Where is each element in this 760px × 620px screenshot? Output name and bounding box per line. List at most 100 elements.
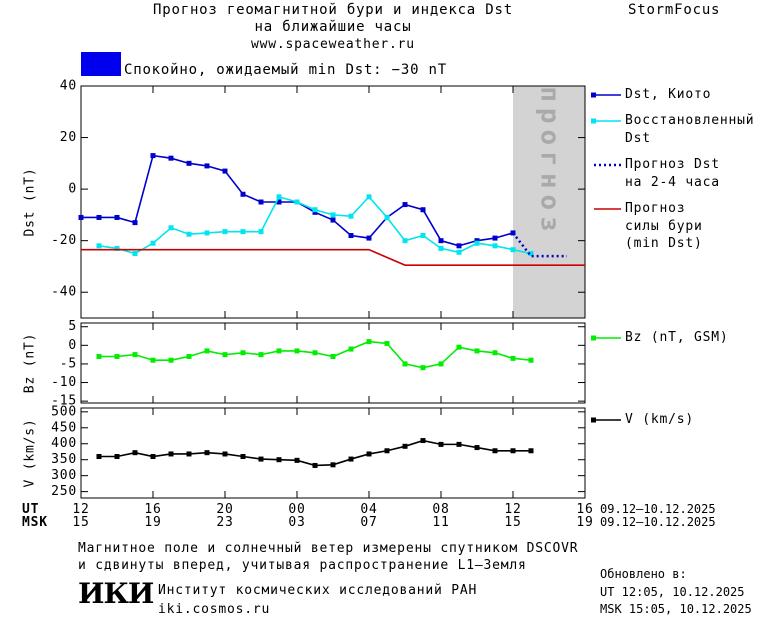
point bbox=[132, 352, 138, 358]
status-indicator bbox=[81, 52, 121, 76]
y-tick-label: 20 bbox=[60, 130, 77, 145]
point bbox=[456, 249, 462, 255]
x-tick-label: 20 bbox=[216, 502, 234, 517]
point bbox=[258, 229, 264, 235]
point bbox=[330, 212, 336, 218]
updated-ut: UT 12:05, 10.12.2025 bbox=[600, 585, 745, 599]
point bbox=[510, 247, 516, 253]
point bbox=[420, 438, 426, 444]
point bbox=[420, 365, 426, 371]
legend-label: Dst, Киото bbox=[625, 87, 712, 102]
point bbox=[132, 220, 138, 226]
y-tick-label: -20 bbox=[51, 233, 77, 248]
legend-marker bbox=[591, 118, 596, 124]
point bbox=[384, 214, 390, 220]
point bbox=[186, 353, 192, 359]
legend-marker bbox=[591, 335, 596, 341]
y-tick-label: 250 bbox=[51, 484, 77, 499]
point bbox=[312, 350, 318, 356]
point bbox=[114, 353, 120, 359]
y-tick-label: -15 bbox=[51, 394, 77, 409]
point bbox=[114, 214, 120, 220]
point bbox=[132, 450, 138, 456]
point bbox=[150, 153, 156, 159]
point bbox=[528, 448, 534, 454]
point bbox=[114, 454, 120, 460]
y-tick-label: -5 bbox=[60, 356, 77, 371]
plot-frame bbox=[80, 322, 586, 404]
point bbox=[276, 199, 282, 205]
series-line bbox=[512, 232, 567, 258]
point bbox=[204, 163, 210, 169]
point bbox=[240, 350, 246, 356]
series-line bbox=[98, 195, 532, 255]
y-tick-label: 400 bbox=[51, 436, 77, 451]
point bbox=[150, 357, 156, 363]
plot-frame bbox=[80, 407, 586, 499]
point bbox=[438, 441, 444, 447]
point bbox=[492, 448, 498, 454]
y-axis-label: Dst (nT) bbox=[23, 167, 38, 236]
point bbox=[294, 199, 300, 205]
point bbox=[312, 207, 318, 213]
series-line bbox=[99, 439, 531, 467]
point bbox=[222, 451, 228, 457]
point bbox=[240, 229, 246, 235]
point bbox=[402, 238, 408, 244]
ut-label: UT bbox=[22, 502, 40, 517]
point bbox=[402, 202, 408, 208]
point bbox=[312, 209, 318, 215]
point bbox=[276, 348, 282, 354]
y-axis-label: V (km/s) bbox=[23, 418, 38, 487]
point bbox=[186, 160, 192, 166]
forecast-label: прогноз bbox=[535, 86, 565, 238]
point bbox=[366, 339, 372, 345]
y-tick-label: 300 bbox=[51, 468, 77, 483]
point bbox=[276, 457, 282, 463]
point bbox=[150, 240, 156, 246]
legend-label: Восстановленный Dst bbox=[625, 113, 755, 146]
point bbox=[528, 357, 534, 363]
y-tick-label: 350 bbox=[51, 452, 77, 467]
y-tick-label: -10 bbox=[51, 375, 77, 390]
point bbox=[492, 350, 498, 356]
x-tick-label: 16 bbox=[144, 502, 162, 517]
updated-msk: MSK 15:05, 10.12.2025 bbox=[600, 602, 752, 616]
point bbox=[510, 355, 516, 361]
point bbox=[402, 443, 408, 449]
point bbox=[492, 235, 498, 241]
forecast-band bbox=[513, 86, 585, 318]
logo: ИКИ bbox=[78, 577, 154, 610]
point bbox=[330, 217, 336, 223]
point bbox=[348, 233, 354, 239]
point bbox=[222, 352, 228, 358]
point bbox=[168, 155, 174, 161]
point bbox=[384, 448, 390, 454]
point bbox=[258, 199, 264, 205]
point bbox=[474, 445, 480, 451]
point bbox=[420, 233, 426, 239]
y-tick-label: 0 bbox=[68, 338, 77, 353]
point bbox=[150, 454, 156, 460]
point bbox=[204, 348, 210, 354]
point bbox=[312, 462, 318, 468]
y-axis-label: Bz (nT) bbox=[23, 333, 38, 393]
x-tick-label: 04 bbox=[360, 502, 378, 517]
point bbox=[276, 194, 282, 200]
url: www.spaceweather.ru bbox=[251, 37, 415, 52]
series-line bbox=[81, 248, 585, 266]
date-range: 09.12–10.12.2025 bbox=[600, 515, 716, 529]
subtitle: на ближайшие часы bbox=[254, 19, 412, 35]
x-tick-label: 19 bbox=[144, 515, 162, 530]
point bbox=[240, 191, 246, 197]
y-tick-label: 40 bbox=[60, 79, 77, 94]
legend-label: V (km/s) bbox=[625, 412, 695, 427]
x-tick-label: 19 bbox=[576, 515, 594, 530]
point bbox=[168, 451, 174, 457]
legend-marker bbox=[591, 417, 596, 423]
point bbox=[78, 214, 84, 220]
point bbox=[168, 225, 174, 231]
point bbox=[330, 353, 336, 359]
point bbox=[474, 348, 480, 354]
